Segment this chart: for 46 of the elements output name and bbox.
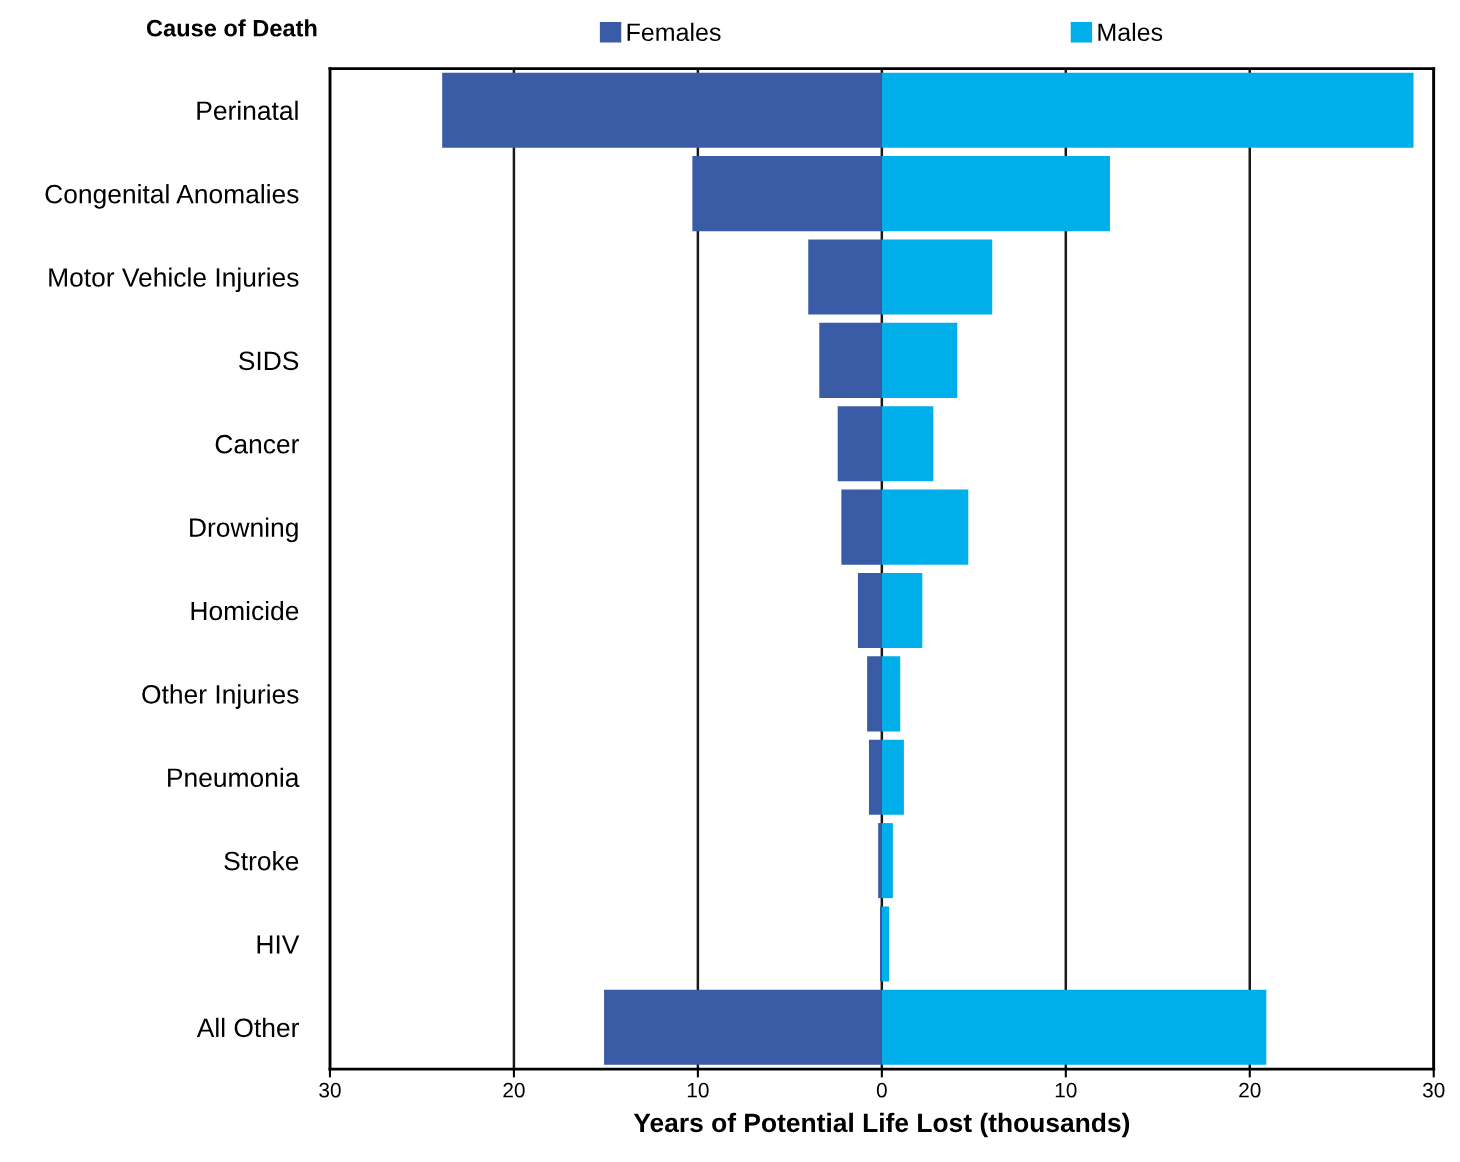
bar bbox=[881, 656, 901, 732]
y-tick-label: Stroke bbox=[224, 851, 299, 871]
bar bbox=[868, 739, 882, 815]
bar bbox=[881, 406, 934, 482]
bar bbox=[867, 656, 882, 732]
bar bbox=[837, 406, 882, 482]
bar bbox=[692, 156, 882, 232]
bar bbox=[881, 739, 904, 815]
y-tick-label: HIV bbox=[257, 935, 300, 954]
bar bbox=[442, 72, 882, 148]
y-tick-label: Cancer bbox=[215, 434, 299, 454]
legend-label: Females bbox=[627, 22, 721, 42]
bar bbox=[881, 989, 1267, 1065]
bar bbox=[808, 239, 882, 315]
y-tick-label: Other Injuries bbox=[142, 684, 299, 709]
bar bbox=[857, 572, 882, 648]
x-axis-title: Years of Potential Life Lost (thousands) bbox=[633, 1112, 1130, 1138]
y-tick-label: All Other bbox=[196, 1017, 299, 1038]
bar bbox=[881, 72, 1414, 148]
bar bbox=[881, 156, 1110, 232]
y-tick-label: Perinatal bbox=[197, 100, 298, 121]
y-tick-label: SIDS bbox=[239, 351, 299, 371]
bar bbox=[881, 906, 890, 982]
y-axis-title: Cause of Death bbox=[146, 19, 317, 37]
bar bbox=[881, 823, 893, 899]
bar bbox=[878, 823, 882, 899]
bar bbox=[819, 322, 882, 398]
y-tick-label: Motor Vehicle Injuries bbox=[49, 267, 299, 293]
bar bbox=[881, 322, 958, 398]
bar bbox=[881, 489, 969, 565]
x-tick-label: 0 bbox=[876, 1082, 887, 1098]
bar bbox=[881, 239, 993, 315]
x-tick-label: 10 bbox=[687, 1082, 709, 1098]
y-tick-label: Pneumonia bbox=[168, 767, 300, 788]
legend-label: Males bbox=[1098, 22, 1163, 42]
bar bbox=[841, 489, 882, 565]
x-tick-label: 20 bbox=[1239, 1082, 1261, 1098]
x-tick-label: 20 bbox=[503, 1082, 525, 1098]
bar bbox=[604, 989, 882, 1065]
bar bbox=[881, 572, 923, 648]
x-tick-label: 30 bbox=[319, 1082, 341, 1098]
y-tick-label: Drowning bbox=[190, 517, 298, 543]
y-tick-label: Congenital Anomalies bbox=[45, 184, 299, 209]
x-tick-label: 10 bbox=[1055, 1082, 1077, 1098]
y-tick-label: Homicide bbox=[191, 600, 299, 621]
x-tick-label: 30 bbox=[1422, 1082, 1445, 1098]
